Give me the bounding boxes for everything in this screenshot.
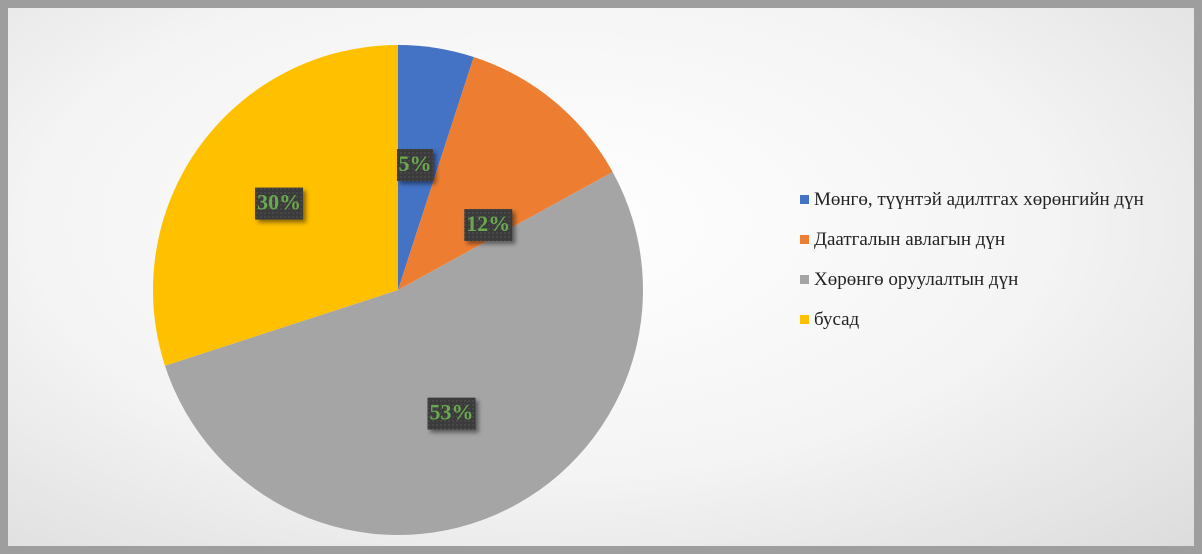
data-label: 30%	[257, 190, 301, 215]
data-label: 5%	[399, 151, 432, 176]
data-label: 12%	[466, 211, 510, 236]
data-label-box	[427, 397, 476, 430]
data-label: 53%	[430, 400, 474, 425]
legend-item: бусад	[800, 306, 1195, 334]
legend-item: Мөнгө, түүнтэй адилтгах хөрөнгийн дүн	[800, 186, 1195, 214]
legend-swatch	[800, 275, 809, 284]
legend-label: бусад	[814, 309, 860, 330]
pie-slice	[164, 171, 644, 536]
legend-label: Хөрөнгө оруулалтын дүн	[814, 269, 1019, 290]
data-label-box	[255, 187, 304, 220]
legend-item: Даатгалын авлагын дүн	[800, 226, 1195, 254]
pie-slice	[398, 56, 613, 291]
legend: Мөнгө, түүнтэй адилтгах хөрөнгийн дүн Даа…	[800, 186, 1195, 346]
legend-item: Хөрөнгө оруулалтын дүн	[800, 266, 1195, 294]
legend-label: Даатгалын авлагын дүн	[814, 229, 1006, 250]
data-label-box	[397, 149, 433, 181]
legend-label: Мөнгө, түүнтэй адилтгах хөрөнгийн дүн	[814, 189, 1144, 210]
legend-swatch	[800, 235, 809, 244]
legend-swatch	[800, 315, 809, 324]
data-label-box	[464, 209, 513, 242]
legend-swatch	[800, 195, 809, 204]
pie-slice	[398, 45, 474, 290]
